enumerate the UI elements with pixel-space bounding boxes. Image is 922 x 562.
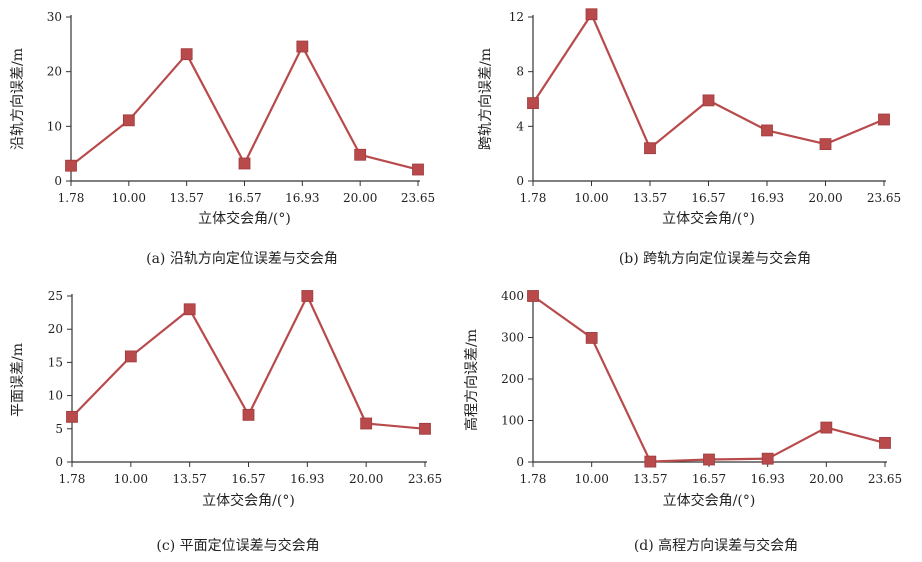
data-point bbox=[242, 408, 255, 421]
data-point bbox=[702, 94, 715, 107]
x-tick-label: 1.78 bbox=[58, 191, 85, 205]
data-point bbox=[761, 452, 774, 465]
x-tick-label: 1.78 bbox=[520, 472, 547, 486]
y-tick-label: 0 bbox=[516, 455, 524, 469]
data-point bbox=[360, 417, 373, 430]
y-tick-label: 25 bbox=[48, 289, 63, 303]
data-point bbox=[124, 350, 137, 363]
x-tick-label: 13.57 bbox=[169, 191, 203, 205]
chart-c: 0 5 10 15 20 25 1.78 10.00 13.57 16.57 16.93 20.00 2… bbox=[10, 289, 442, 554]
x-tick-label: 23.65 bbox=[408, 472, 442, 486]
chart-caption: (c) 平面定位误差与交会角 bbox=[156, 537, 319, 554]
data-point bbox=[301, 290, 314, 302]
x-tick-label: 10.00 bbox=[574, 191, 608, 205]
x-tick-label: 1.78 bbox=[520, 191, 547, 205]
x-tick-label: 10.00 bbox=[574, 472, 608, 486]
chart-caption: (b) 跨轨方向定位误差与交会角 bbox=[619, 250, 811, 267]
x-tick-label: 13.57 bbox=[633, 472, 667, 486]
x-tick-label: 13.57 bbox=[172, 472, 206, 486]
y-tick-label: 300 bbox=[501, 331, 524, 345]
x-tick-label: 16.93 bbox=[290, 472, 324, 486]
y-tick-label: 0 bbox=[54, 174, 62, 188]
data-point bbox=[703, 453, 715, 466]
data-point bbox=[820, 421, 833, 434]
y-tick-label: 0 bbox=[516, 174, 524, 188]
chart-caption: (d) 高程方向误差与交会角 bbox=[634, 537, 798, 554]
x-tick-label: 16.57 bbox=[691, 191, 725, 205]
chart-a: 0 10 20 30 1.78 10.00 13.57 16.57 16.93 20.00 23.6… bbox=[10, 10, 435, 267]
y-tick-label: 4 bbox=[516, 119, 524, 133]
y-axis-label: 沿轨方向误差/m bbox=[10, 48, 26, 150]
y-axis-label: 高程方向误差/m bbox=[463, 329, 480, 431]
x-tick-label: 23.65 bbox=[868, 472, 902, 486]
chart-d: 0 100 200 300 400 1.78 10.00 13.57 16.57 16.93 20.… bbox=[463, 289, 902, 554]
data-point bbox=[296, 40, 309, 53]
y-tick-label: 200 bbox=[501, 372, 524, 386]
data-point bbox=[527, 97, 539, 109]
y-tick-label: 400 bbox=[501, 289, 524, 303]
chart-caption: (a) 沿轨方向定位误差与交会角 bbox=[146, 250, 338, 267]
x-tick-label: 16.93 bbox=[285, 191, 319, 205]
x-tick-label: 20.00 bbox=[808, 191, 842, 205]
series-line bbox=[71, 294, 426, 430]
y-tick-label: 12 bbox=[509, 10, 524, 24]
x-tick-label: 20.00 bbox=[343, 191, 377, 205]
y-tick-label: 8 bbox=[516, 65, 524, 79]
data-point bbox=[122, 114, 135, 127]
data-point bbox=[412, 163, 424, 176]
x-tick-label: 23.65 bbox=[867, 191, 901, 205]
x-tick-label: 13.57 bbox=[633, 191, 667, 205]
data-point bbox=[585, 8, 598, 21]
y-tick-label: 5 bbox=[55, 422, 63, 436]
x-axis-label: 立体交会角/(°) bbox=[663, 492, 756, 509]
chart-b: 0 4 8 12 1.78 10.00 13.57 16.57 16.93 20.00 23.65 跨… bbox=[478, 8, 901, 267]
x-axis-label: 立体交会角/(°) bbox=[198, 210, 291, 227]
x-axis-label: 立体交会角/(°) bbox=[662, 210, 755, 227]
data-point bbox=[878, 113, 890, 126]
data-point bbox=[527, 290, 539, 302]
x-tick-label: 16.57 bbox=[692, 472, 726, 486]
x-axis-label: 立体交会角/(°) bbox=[202, 492, 295, 509]
y-tick-label: 10 bbox=[47, 119, 62, 133]
series-line bbox=[532, 295, 886, 463]
y-tick-label: 15 bbox=[48, 355, 63, 369]
y-axis-label: 跨轨方向误差/m bbox=[478, 48, 494, 150]
data-point bbox=[419, 422, 431, 435]
x-tick-label: 20.00 bbox=[349, 472, 383, 486]
x-tick-label: 16.93 bbox=[750, 191, 784, 205]
x-tick-label: 20.00 bbox=[809, 472, 843, 486]
y-tick-label: 10 bbox=[48, 389, 63, 403]
x-tick-label: 23.65 bbox=[401, 191, 435, 205]
x-tick-label: 16.57 bbox=[227, 191, 261, 205]
data-point bbox=[644, 142, 656, 155]
x-tick-label: 16.57 bbox=[231, 472, 265, 486]
data-point bbox=[66, 410, 78, 423]
x-tick-label: 10.00 bbox=[112, 191, 146, 205]
data-point bbox=[354, 148, 367, 161]
y-tick-label: 20 bbox=[48, 322, 63, 336]
data-point bbox=[644, 455, 657, 468]
x-tick-label: 16.93 bbox=[750, 472, 784, 486]
data-point bbox=[585, 332, 598, 344]
y-tick-label: 0 bbox=[55, 455, 63, 469]
y-tick-label: 20 bbox=[47, 65, 62, 79]
data-point bbox=[183, 303, 196, 316]
x-tick-label: 1.78 bbox=[59, 472, 86, 486]
y-axis-label: 平面误差/m bbox=[10, 343, 26, 417]
y-tick-label: 30 bbox=[47, 10, 62, 24]
data-point bbox=[238, 157, 251, 170]
x-tick-label: 10.00 bbox=[114, 472, 148, 486]
y-tick-label: 100 bbox=[501, 414, 524, 428]
data-point bbox=[879, 437, 891, 449]
data-point bbox=[761, 124, 773, 137]
data-point bbox=[819, 138, 832, 151]
data-point bbox=[65, 159, 77, 172]
data-point bbox=[180, 48, 193, 61]
series-line bbox=[532, 13, 885, 150]
